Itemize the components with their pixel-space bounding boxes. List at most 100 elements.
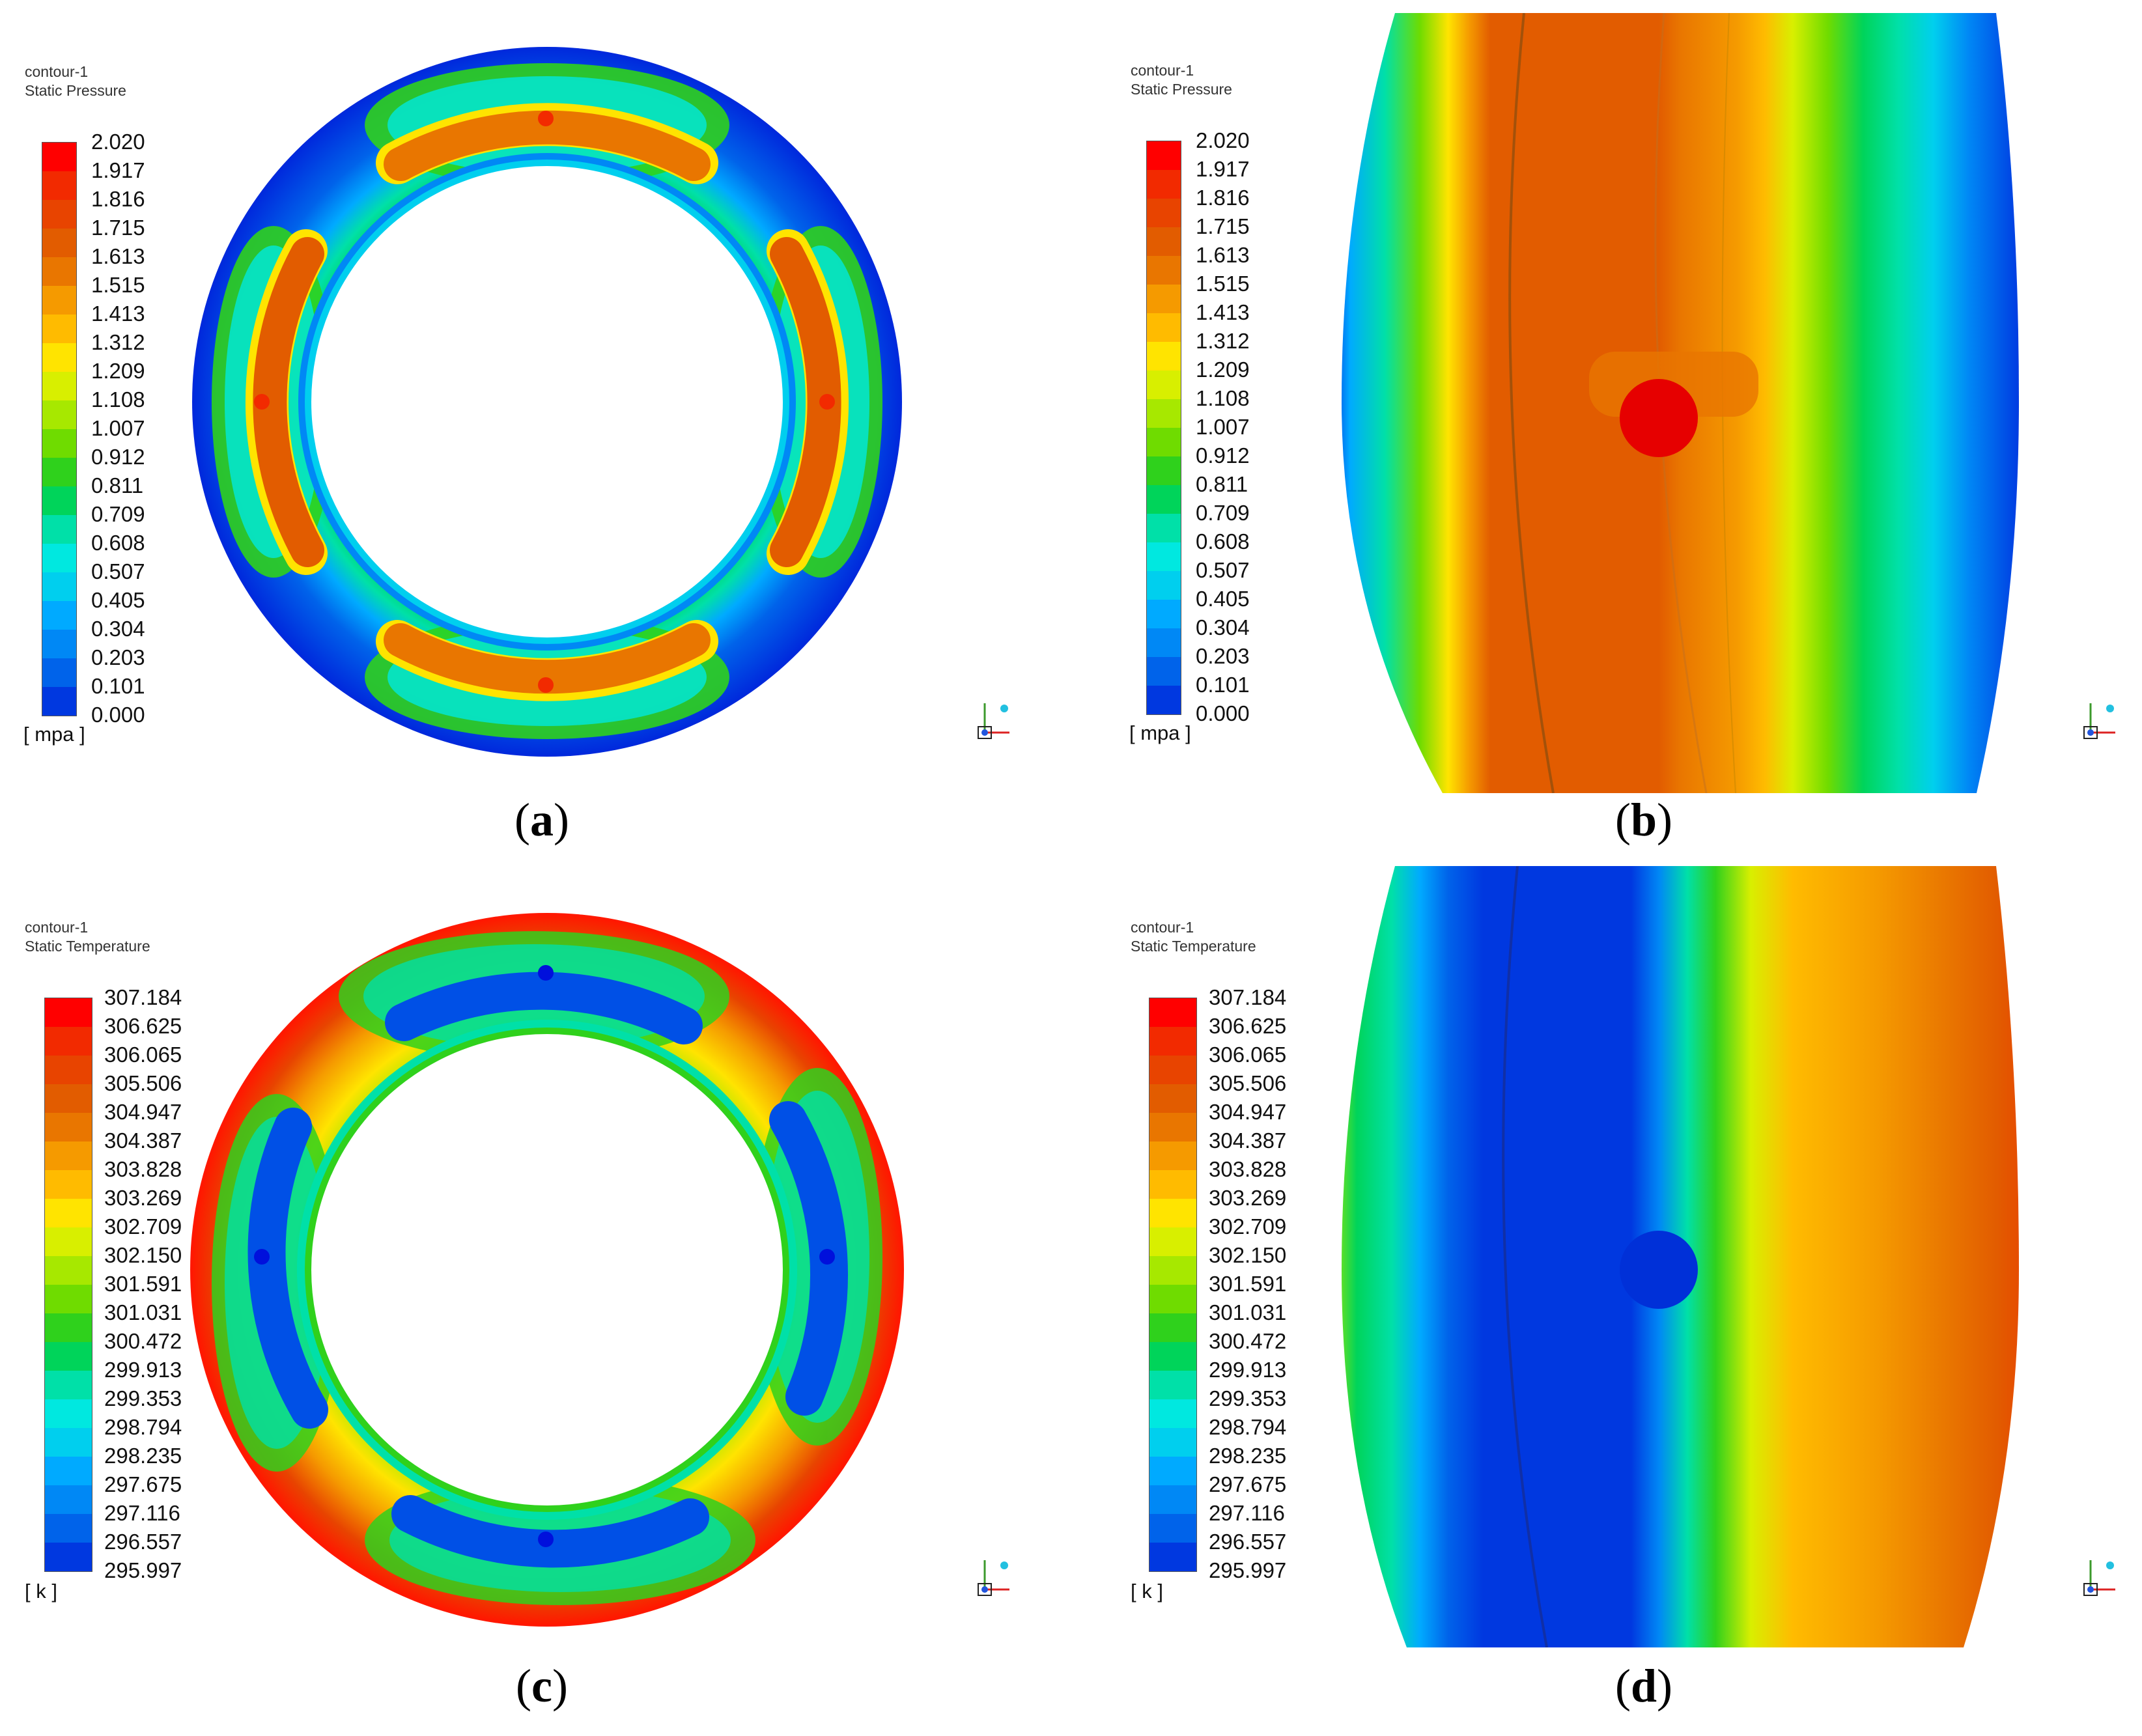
- unit-label: [ mpa ]: [1129, 721, 1191, 744]
- legend-swatch: [1149, 1199, 1196, 1227]
- legend-tick-label: 1.917: [1196, 157, 1250, 181]
- legend-tick-label: 0.811: [91, 473, 144, 497]
- legend-tick-label: 299.353: [104, 1386, 182, 1410]
- legend-swatch: [1147, 542, 1181, 571]
- legend-tick-label: 303.828: [1209, 1157, 1287, 1181]
- pressure-zoom-contour: [1342, 13, 2019, 793]
- legend-tick-label: 0.101: [91, 674, 145, 698]
- legend-swatch: [45, 1170, 92, 1199]
- legend-swatch: [1149, 1285, 1196, 1313]
- legend-swatch: [45, 1084, 92, 1113]
- panel-c: contour-1 Static Temperature 307.184 306.…: [0, 866, 1068, 1736]
- color-legend-bar: [44, 998, 92, 1572]
- legend-tick-label: 1.816: [91, 187, 145, 211]
- legend-tick-label: 306.625: [104, 1014, 182, 1038]
- legend-tick-label: 298.794: [1209, 1415, 1287, 1439]
- legend-tick-label: 305.506: [1209, 1071, 1287, 1095]
- panel-caption: (c): [516, 1660, 568, 1712]
- axis-triad-icon: [2083, 703, 2115, 739]
- legend-swatch: [1149, 1227, 1196, 1256]
- unit-label: [ mpa ]: [23, 723, 85, 746]
- legend-tick-label: 297.116: [104, 1501, 180, 1525]
- legend-tick-label: 1.715: [1196, 214, 1250, 238]
- pressure-ring-contour: [192, 47, 902, 757]
- legend-tick-label: 0.203: [1196, 644, 1250, 668]
- legend-swatch: [45, 1485, 92, 1514]
- legend-swatch: [1149, 1256, 1196, 1285]
- legend-swatch: [45, 1342, 92, 1371]
- legend-swatch: [1147, 571, 1181, 600]
- caption-letter: c: [531, 1660, 552, 1712]
- legend-tick-label: 298.235: [104, 1444, 182, 1468]
- legend-tick-label: 1.515: [91, 273, 145, 297]
- legend-swatch: [1147, 686, 1181, 714]
- legend-swatch: [45, 1141, 92, 1170]
- legend-tick-label: 299.913: [104, 1358, 182, 1382]
- legend-swatch: [1147, 313, 1181, 342]
- legend-swatch: [45, 1514, 92, 1543]
- temperature-ring-contour: [190, 913, 904, 1627]
- legend-tick-label: 0.304: [1196, 615, 1250, 639]
- legend-swatch: [45, 1428, 92, 1457]
- legend-tick-label: 299.913: [1209, 1358, 1287, 1382]
- legend-swatch: [45, 998, 92, 1027]
- legend-tick-label: 302.709: [1209, 1214, 1287, 1239]
- legend-swatch: [45, 1256, 92, 1285]
- legend-tick-label: 1.312: [1196, 329, 1250, 353]
- contour-name-label: contour-1: [25, 63, 89, 80]
- legend-swatch: [1147, 485, 1181, 514]
- legend-tick-label: 302.150: [1209, 1243, 1287, 1267]
- legend-swatch: [1147, 371, 1181, 399]
- legend-swatch: [42, 630, 76, 658]
- legend-tick-label: 0.000: [1196, 701, 1250, 725]
- legend-swatch: [1147, 456, 1181, 485]
- legend-tick-label: 306.625: [1209, 1014, 1287, 1038]
- legend-swatch: [42, 286, 76, 315]
- legend-swatch: [1149, 1313, 1196, 1342]
- legend-swatch: [1149, 1399, 1196, 1428]
- legend-swatch: [42, 143, 76, 171]
- caption-letter: d: [1630, 1660, 1657, 1712]
- legend-tick-label: 0.709: [1196, 501, 1250, 525]
- legend-tick-label: 300.472: [1209, 1329, 1287, 1353]
- legend-tick-label: 298.235: [1209, 1444, 1287, 1468]
- legend-tick-label: 306.065: [104, 1043, 182, 1067]
- legend-swatch: [45, 1457, 92, 1485]
- legend-swatch: [1147, 399, 1181, 428]
- legend-tick-label: 0.912: [1196, 443, 1250, 468]
- contour-title: contour-1 Static Temperature: [25, 918, 150, 956]
- color-legend-bar: [1149, 998, 1197, 1572]
- legend-swatch: [45, 1371, 92, 1399]
- axis-triad-icon: [978, 703, 1009, 739]
- caption-letter: a: [529, 794, 554, 846]
- legend-tick-label: 0.608: [1196, 529, 1250, 553]
- legend-tick-label: 1.613: [1196, 243, 1250, 267]
- legend-swatch: [1147, 600, 1181, 628]
- legend-tick-label: 0.203: [91, 645, 145, 669]
- legend-tick-label: 297.675: [104, 1472, 182, 1496]
- legend-tick-label: 298.794: [104, 1415, 182, 1439]
- legend-tick-label: 0.000: [91, 703, 145, 727]
- legend-swatch: [1149, 1141, 1196, 1170]
- legend-swatch: [1147, 514, 1181, 542]
- legend-swatch: [1149, 1170, 1196, 1199]
- legend-tick-label: 304.947: [104, 1100, 182, 1124]
- legend-tick-label: 1.816: [1196, 186, 1250, 210]
- legend-tick-label: 306.065: [1209, 1043, 1287, 1067]
- legend-tick-label: 0.405: [91, 588, 145, 612]
- legend-tick-label: 1.108: [1196, 386, 1250, 410]
- legend-tick-label: 300.472: [104, 1329, 182, 1353]
- legend-swatch: [42, 515, 76, 544]
- legend-swatch: [1147, 342, 1181, 371]
- legend-swatch: [45, 1227, 92, 1256]
- legend-tick-label: 305.506: [104, 1071, 182, 1095]
- legend-swatch: [1147, 428, 1181, 456]
- legend-swatch: [42, 458, 76, 486]
- legend-tick-label: 295.997: [104, 1558, 182, 1582]
- legend-swatch: [1147, 628, 1181, 657]
- panel-d: contour-1 Static Temperature 307.184 306.…: [1068, 866, 2142, 1736]
- legend-swatch: [42, 171, 76, 200]
- legend-swatch: [1149, 1543, 1196, 1571]
- legend-swatch: [45, 1399, 92, 1428]
- legend-swatch: [42, 572, 76, 601]
